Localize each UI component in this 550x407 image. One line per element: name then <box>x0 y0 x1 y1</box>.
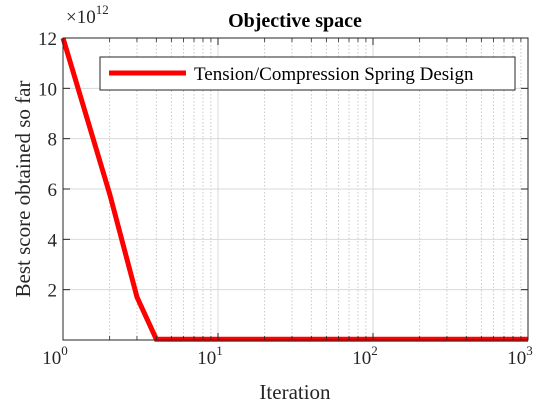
y-tick-label: 8 <box>48 130 58 151</box>
x-ticks: 100 101 102 103 <box>42 38 533 369</box>
y-tick-label: 10 <box>38 79 57 100</box>
y-tick-label: 12 <box>38 29 57 50</box>
x-tick-label: 102 <box>352 343 378 369</box>
y-axis-label: Best score obtained so far <box>11 81 35 298</box>
y-multiplier: ×1012 <box>66 2 109 28</box>
y-multiplier-exponent: 12 <box>96 2 109 17</box>
y-ticks: 2 4 6 8 10 12 <box>38 29 528 302</box>
y-tick-label: 4 <box>48 230 58 251</box>
y-multiplier-base: ×10 <box>66 7 96 28</box>
y-tick-label: 6 <box>48 180 58 201</box>
x-tick-label: 103 <box>507 343 533 369</box>
chart-title: Objective space <box>228 10 362 32</box>
legend: Tension/Compression Spring Design <box>99 56 516 91</box>
legend-label: Tension/Compression Spring Design <box>194 64 474 85</box>
x-axis-label: Iteration <box>259 380 331 404</box>
x-tick-label: 101 <box>197 343 223 369</box>
y-tick-label: 2 <box>48 281 58 302</box>
x-tick-label: 100 <box>42 343 68 369</box>
